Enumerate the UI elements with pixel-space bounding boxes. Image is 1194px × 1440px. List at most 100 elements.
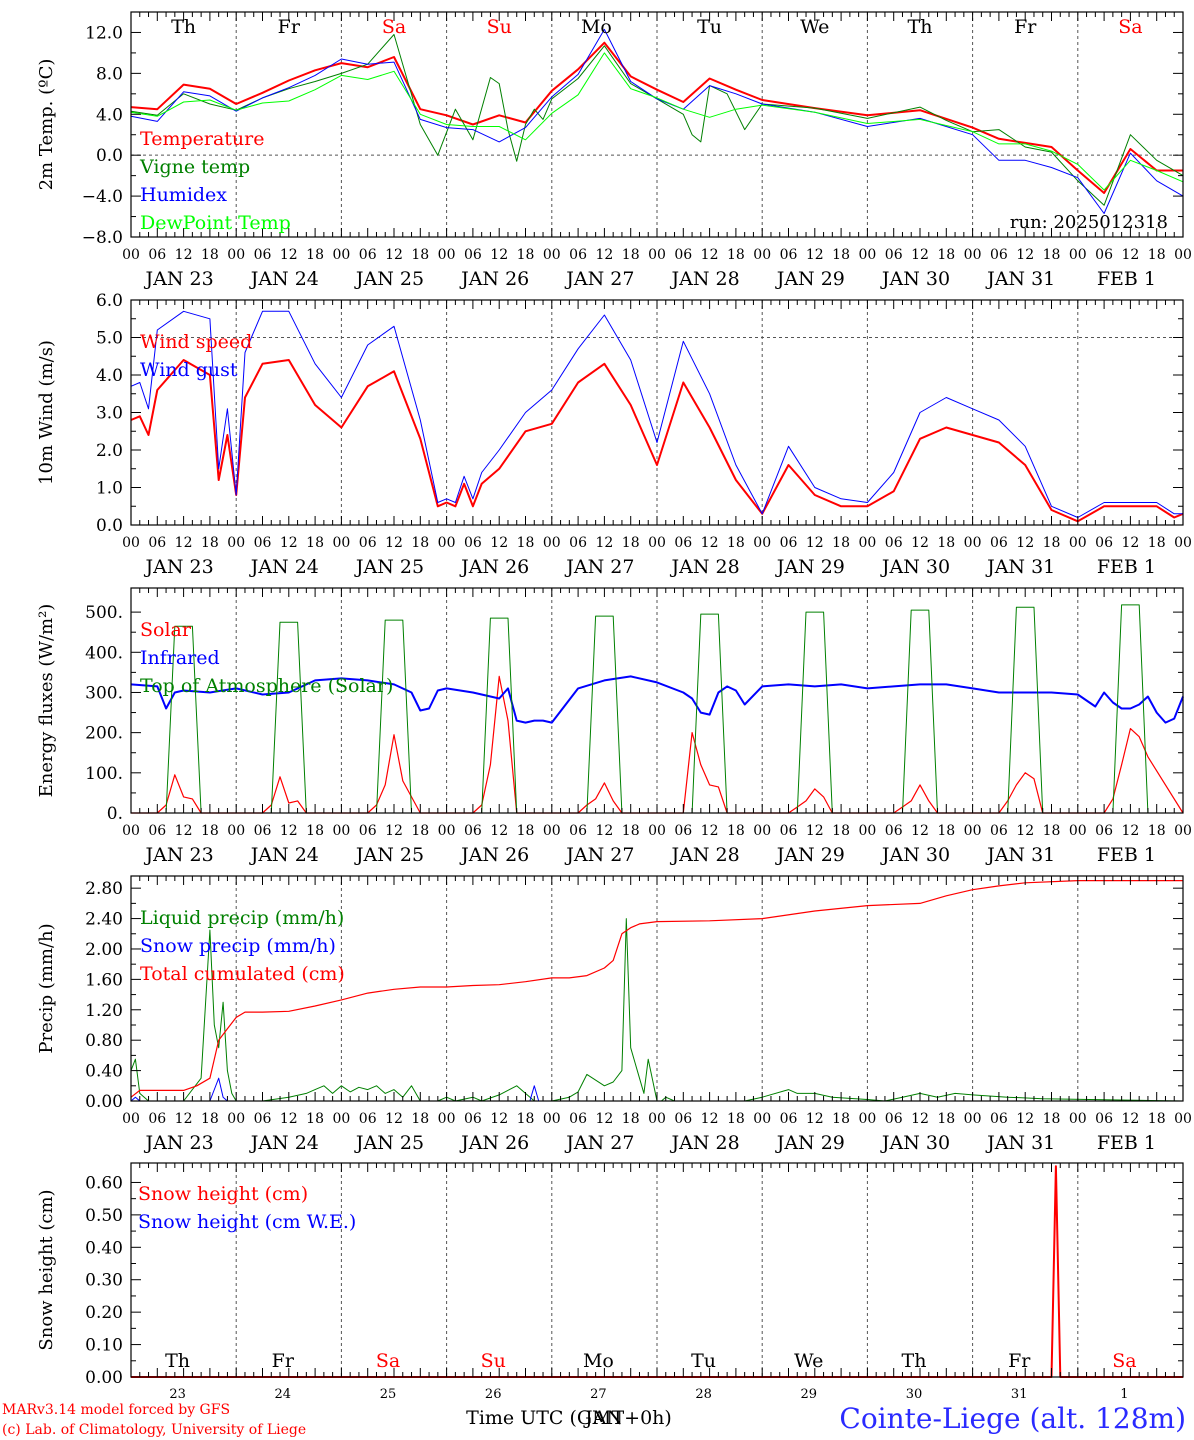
y-tick-label: 0.0 <box>96 146 123 166</box>
y-tick-label: 0.00 <box>85 1092 123 1112</box>
day-name-label: Fr <box>278 16 301 38</box>
model-credit: MARv3.14 model forced by GFS <box>2 1402 230 1418</box>
panel-3: 500. 400. 300. 200. 100. 0. Energy fluxes (W/m… <box>36 587 1192 866</box>
hour-label: 12 <box>1016 1111 1034 1127</box>
hour-label: 06 <box>885 535 903 551</box>
hour-label: 12 <box>806 823 824 839</box>
hour-label: 06 <box>780 247 798 263</box>
hour-label: 18 <box>201 247 219 263</box>
hour-label: 12 <box>595 823 613 839</box>
hour-label: 18 <box>937 1111 955 1127</box>
date-label: JAN 31 <box>985 844 1055 866</box>
legend-entry: Temperature <box>140 128 264 150</box>
hour-label: 06 <box>148 1111 166 1127</box>
date-label: JAN 23 <box>144 1132 214 1154</box>
date-label: JAN 30 <box>880 268 950 290</box>
hour-label: 00 <box>753 535 771 551</box>
date-label: JAN 25 <box>354 268 424 290</box>
hour-label: 18 <box>727 1111 745 1127</box>
hour-label: 06 <box>254 823 272 839</box>
legend-entry: Wind gust <box>140 359 238 381</box>
hour-label: 06 <box>1095 535 1113 551</box>
date-number-label: 27 <box>590 1387 607 1402</box>
y-tick-label: 0.20 <box>85 1303 123 1323</box>
date-label: FEB 1 <box>1097 556 1156 578</box>
legend-entry: Humidex <box>140 184 227 206</box>
day-name-label: Sa <box>382 16 406 38</box>
hour-label: 12 <box>1016 247 1034 263</box>
series-infrared <box>130 675 1184 724</box>
hour-label: 18 <box>306 247 324 263</box>
hour-label: 00 <box>753 1111 771 1127</box>
hour-label: 06 <box>674 535 692 551</box>
hour-label: 00 <box>227 823 245 839</box>
date-number-label: 24 <box>275 1387 292 1402</box>
hour-label: 18 <box>411 247 429 263</box>
hour-label: 06 <box>569 247 587 263</box>
hour-label: 12 <box>385 535 403 551</box>
date-label: FEB 1 <box>1097 268 1156 290</box>
hour-label: 00 <box>438 535 456 551</box>
hour-label: 12 <box>806 535 824 551</box>
hour-label: 12 <box>1121 247 1139 263</box>
hour-label: 00 <box>438 247 456 263</box>
legend-entry: Liquid precip (mm/h) <box>140 907 344 929</box>
hour-label: 12 <box>175 1111 193 1127</box>
hour-label: 00 <box>1174 823 1192 839</box>
series-humidex <box>130 28 1184 214</box>
hour-label: 06 <box>254 247 272 263</box>
day-name-label: Th <box>902 1350 927 1372</box>
y-tick-label: 300. <box>85 683 123 703</box>
day-name-label: Sa <box>376 1350 400 1372</box>
hour-label: 06 <box>780 823 798 839</box>
y-tick-label: 0.0 <box>96 516 123 536</box>
hour-label: 06 <box>359 247 377 263</box>
hour-label: 06 <box>569 823 587 839</box>
hour-label: 12 <box>385 247 403 263</box>
hour-label: 18 <box>1043 535 1061 551</box>
hour-label: 12 <box>806 1111 824 1127</box>
hour-label: 18 <box>727 247 745 263</box>
y-tick-label: 0.50 <box>85 1206 123 1226</box>
y-tick-label: 4.0 <box>96 105 123 125</box>
date-label: FEB 1 <box>1097 1132 1156 1154</box>
hour-label: 06 <box>254 1111 272 1127</box>
hour-label: 12 <box>175 823 193 839</box>
y-tick-label: 2.0 <box>96 441 123 461</box>
date-label: JAN 24 <box>249 844 319 866</box>
hour-label: 12 <box>911 535 929 551</box>
hour-label: 00 <box>858 247 876 263</box>
legend-entry: Wind speed <box>140 331 252 353</box>
date-label: JAN 27 <box>564 268 634 290</box>
hour-label: 00 <box>332 535 350 551</box>
hour-label: 12 <box>701 823 719 839</box>
hour-label: 18 <box>727 535 745 551</box>
date-number-label: 28 <box>695 1387 712 1402</box>
hour-label: 18 <box>937 247 955 263</box>
y-tick-label: 2.00 <box>85 940 123 960</box>
hour-label: 18 <box>517 535 535 551</box>
hour-label: 18 <box>1043 823 1061 839</box>
hour-label: 06 <box>885 247 903 263</box>
y-tick-label: 0.30 <box>85 1271 123 1291</box>
hour-label: 06 <box>990 535 1008 551</box>
y-tick-label: 1.0 <box>96 479 123 499</box>
hour-label: 06 <box>885 1111 903 1127</box>
date-label: JAN 29 <box>775 1132 845 1154</box>
y-tick-label: 1.20 <box>85 1001 123 1021</box>
date-label: JAN 26 <box>459 556 529 578</box>
hour-label: 06 <box>885 823 903 839</box>
legend-entry: Snow height (cm) <box>138 1183 308 1205</box>
hour-label: 12 <box>595 247 613 263</box>
date-number-label: 30 <box>906 1387 923 1402</box>
x-axis-title: Time UTC (GMT+0h) <box>466 1407 672 1429</box>
date-label: JAN 27 <box>564 1132 634 1154</box>
hour-label: 06 <box>569 1111 587 1127</box>
y-tick-label: 200. <box>85 724 123 744</box>
hour-label: 18 <box>1043 1111 1061 1127</box>
hour-label: 18 <box>832 535 850 551</box>
y-tick-label: 0.40 <box>85 1238 123 1258</box>
hour-label: 12 <box>490 823 508 839</box>
hour-label: 06 <box>1095 1111 1113 1127</box>
